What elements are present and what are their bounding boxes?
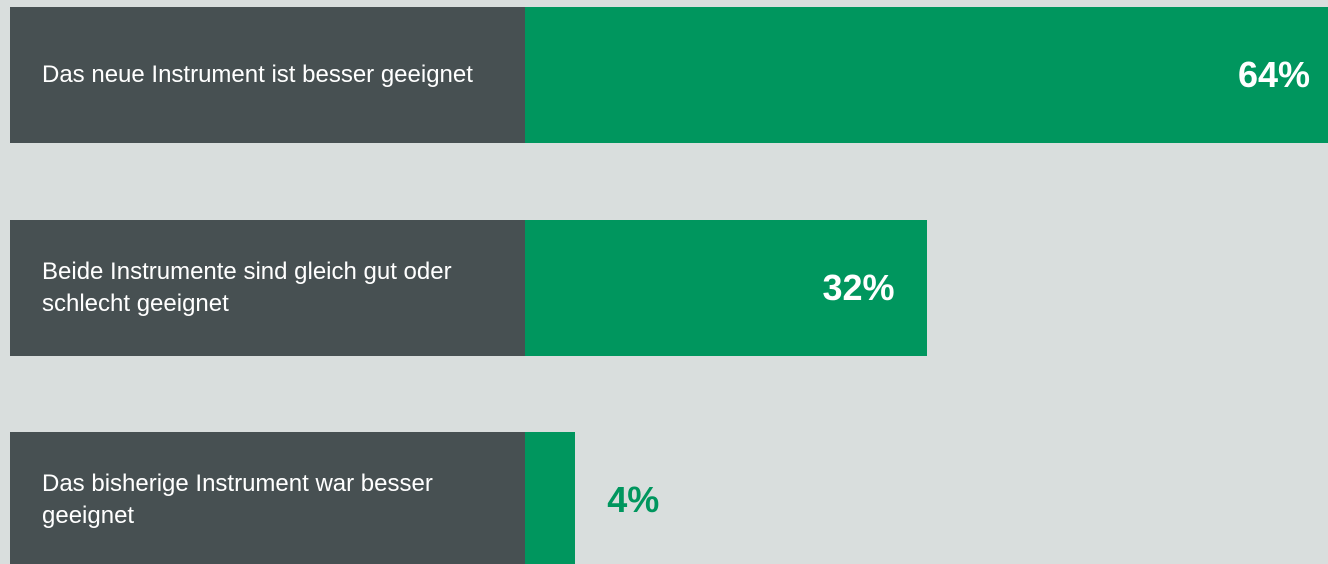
value-label: 64% <box>1237 54 1310 95</box>
value-label: 4% <box>607 479 660 520</box>
category-label: Das neue Instrument ist besser geeignet <box>10 7 525 143</box>
category-label: Beide Instrumente sind gleich gut oder s… <box>10 219 525 356</box>
category-label: Das bisherige Instrument war besser geei… <box>10 432 525 564</box>
bar <box>525 219 927 356</box>
bar <box>525 432 576 564</box>
value-label: 32% <box>822 266 895 308</box>
bar <box>525 7 1328 143</box>
